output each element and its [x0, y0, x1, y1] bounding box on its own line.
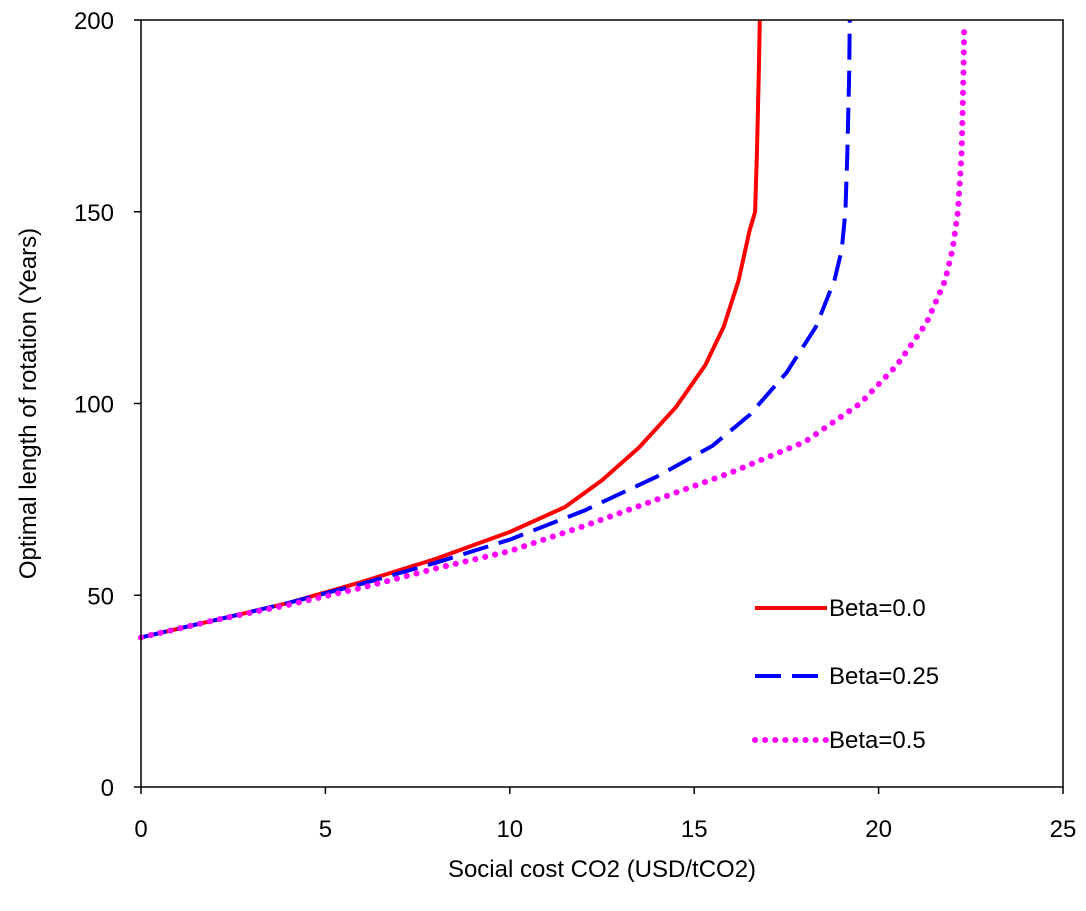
y-axis-ticks: 0 50 100 150 200	[74, 8, 141, 802]
x-tick-label: 20	[865, 816, 892, 843]
legend-label: Beta=0.25	[829, 663, 939, 690]
y-axis-label: Optimal length of rotation (Years)	[15, 228, 42, 579]
series-line-beta-0-25	[140, 19, 852, 640]
legend: Beta=0.0 Beta=0.25 Beta=0.5	[752, 595, 939, 754]
x-tick-label: 10	[496, 816, 523, 843]
y-tick-label: 0	[101, 775, 114, 802]
x-tick-label: 25	[1050, 816, 1077, 843]
x-axis-label: Social cost CO2 (USD/tCO2)	[448, 856, 756, 883]
y-tick-label: 50	[87, 583, 114, 610]
x-tick-label: 15	[681, 816, 708, 843]
series-line-beta-0-5	[138, 24, 968, 641]
y-tick-label: 100	[74, 392, 114, 419]
legend-label: Beta=0.5	[829, 727, 926, 754]
x-axis-ticks: 0 5 10 15 20 25	[134, 787, 1076, 843]
x-tick-label: 5	[319, 816, 332, 843]
y-tick-label: 150	[74, 200, 114, 227]
series-layer	[138, 19, 968, 641]
legend-label: Beta=0.0	[829, 595, 926, 622]
y-tick-label: 200	[74, 8, 114, 35]
series-line-beta-0-0	[140, 19, 762, 640]
x-tick-label: 0	[134, 816, 147, 843]
